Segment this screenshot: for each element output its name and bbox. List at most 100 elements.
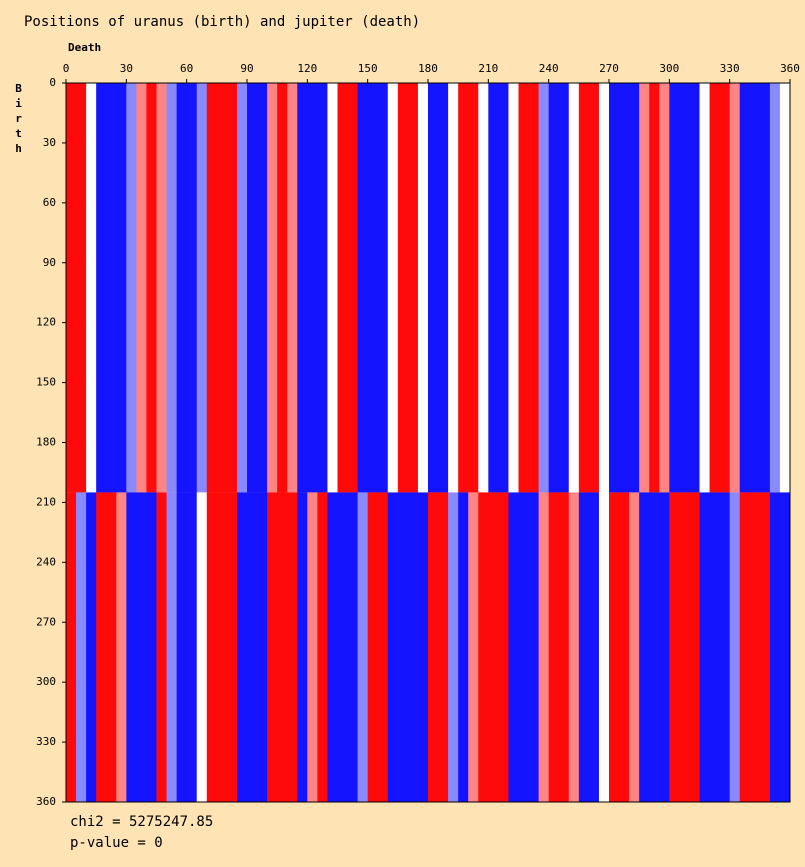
heatmap-cell (387, 83, 399, 493)
heatmap-cell (609, 83, 620, 493)
heatmap-cell (357, 83, 369, 493)
heatmap-cell (458, 492, 469, 802)
heatmap-cell (267, 83, 278, 493)
x-tick-label: 30 (120, 62, 133, 75)
heatmap-cell (538, 83, 550, 493)
heatmap-cell (86, 492, 97, 802)
heatmap-cell (277, 83, 288, 493)
heatmap-cell (66, 83, 77, 493)
x-tick-label: 360 (780, 62, 800, 75)
y-tick-label: 360 (36, 795, 56, 808)
heatmap-cell (729, 492, 741, 802)
heatmap-cell (166, 83, 178, 493)
heatmap-cell (287, 492, 298, 802)
y-tick-label: 60 (43, 196, 56, 209)
heatmap-cell (699, 492, 711, 802)
heatmap-cell (478, 492, 489, 802)
heatmap-cell (96, 83, 107, 493)
heatmap-cell (488, 83, 499, 493)
heatmap-cell (216, 492, 228, 802)
heatmap-cell (538, 492, 550, 802)
heatmap-cell (347, 492, 359, 802)
heatmap-cell (407, 83, 419, 493)
heatmap-cell (629, 83, 640, 493)
heatmap-cell (458, 83, 469, 493)
heatmap-cell (257, 83, 268, 493)
heatmap-cell (548, 83, 560, 493)
heatmap-cell (277, 492, 288, 802)
y-tick-label: 0 (49, 76, 56, 89)
y-tick-label: 330 (36, 735, 56, 748)
x-tick-label: 60 (180, 62, 193, 75)
heatmap-cell (699, 83, 711, 493)
heatmap-cell (679, 492, 690, 802)
heatmap-cell (508, 492, 519, 802)
footer-line: chi2 = 5275247.85 (70, 814, 213, 830)
heatmap-cell (307, 492, 318, 802)
heatmap-cell (779, 492, 791, 802)
heatmap-cell (428, 492, 439, 802)
heatmap-cell (558, 83, 570, 493)
y-axis-label: Birth (12, 82, 25, 157)
heatmap-cell (76, 83, 87, 493)
heatmap-cell (267, 492, 278, 802)
y-tick-label: 300 (36, 675, 56, 688)
heatmap-cell (106, 83, 117, 493)
heatmap-cell (749, 492, 761, 802)
heatmap-cell (438, 492, 449, 802)
heatmap-cell (387, 492, 399, 802)
heatmap-cell (206, 492, 218, 802)
heatmap-cell (759, 492, 771, 802)
heatmap-cell (769, 492, 781, 802)
heatmap-cell (347, 83, 359, 493)
x-tick-label: 270 (599, 62, 619, 75)
heatmap-cell (719, 83, 731, 493)
heatmap-cell (186, 83, 198, 493)
heatmap-cell (598, 492, 610, 802)
heatmap-cell (548, 492, 560, 802)
heatmap-cell (146, 492, 157, 802)
heatmap-cell (146, 83, 157, 493)
heatmap-cell (609, 492, 620, 802)
chart-title: Positions of uranus (birth) and jupiter … (24, 14, 420, 30)
heatmap-cell (749, 83, 761, 493)
heatmap-cell (377, 492, 389, 802)
heatmap-cell (257, 492, 268, 802)
heatmap-cell (438, 83, 449, 493)
x-tick-label: 180 (418, 62, 438, 75)
heatmap-cell (679, 83, 690, 493)
heatmap-cell (86, 83, 97, 493)
heatmap-cell (488, 492, 499, 802)
heatmap-cell (317, 83, 328, 493)
heatmap-cell (528, 83, 540, 493)
heatmap-cell (337, 83, 349, 493)
heatmap-cell (639, 492, 650, 802)
heatmap-cell (669, 492, 680, 802)
heatmap-cell (327, 492, 338, 802)
heatmap-cell (468, 492, 479, 802)
heatmap-cell (126, 83, 137, 493)
heatmap-cell (649, 83, 660, 493)
heatmap-cell (196, 492, 208, 802)
heatmap-cell (578, 492, 590, 802)
y-tick-label: 90 (43, 256, 56, 269)
heatmap-cell (216, 83, 228, 493)
heatmap-cell (297, 492, 308, 802)
heatmap-cell (247, 83, 258, 493)
heatmap-cell (568, 492, 580, 802)
heatmap-cell (106, 492, 117, 802)
heatmap-cell (518, 83, 530, 493)
heatmap-cell (247, 492, 258, 802)
heatmap-cell (528, 492, 540, 802)
x-tick-label: 210 (478, 62, 498, 75)
heatmap-cell (739, 83, 751, 493)
x-tick-label: 90 (240, 62, 253, 75)
heatmap-cell (407, 492, 419, 802)
heatmap-cell (337, 492, 349, 802)
y-tick-label: 180 (36, 436, 56, 449)
heatmap-cell (478, 83, 489, 493)
heatmap-cell (739, 492, 751, 802)
heatmap-cell (327, 83, 338, 493)
heatmap-cell (287, 83, 298, 493)
